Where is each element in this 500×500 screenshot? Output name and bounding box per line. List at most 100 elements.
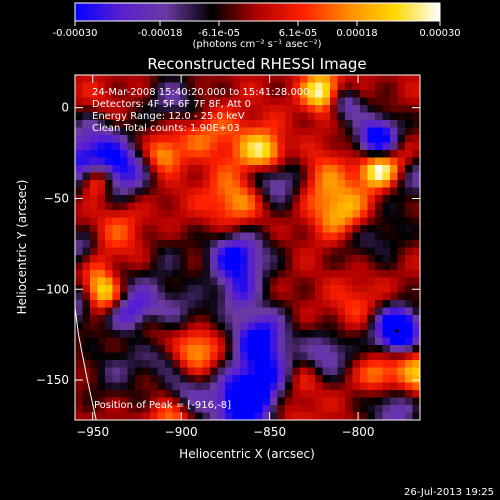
heatmap-cell: [202, 240, 211, 249]
heatmap-cell: [75, 247, 84, 256]
heatmap-cell: [247, 232, 256, 241]
heatmap-cell: [352, 300, 361, 309]
heatmap-cell: [240, 90, 249, 99]
heatmap-cell: [270, 120, 279, 129]
heatmap-cell: [112, 232, 121, 241]
heatmap-cell: [360, 120, 369, 129]
heatmap-cell: [217, 337, 226, 346]
heatmap-cell: [195, 225, 204, 234]
heatmap-cell: [232, 180, 241, 189]
heatmap-cell: [292, 210, 301, 219]
heatmap-cell: [172, 345, 181, 354]
heatmap-cell: [120, 390, 129, 399]
heatmap-cell: [360, 202, 369, 211]
colorbar-unit-label: (photons cm⁻² s⁻¹ asec⁻²): [192, 39, 321, 50]
heatmap-cell: [300, 180, 309, 189]
heatmap-cell: [262, 375, 271, 384]
heatmap-cell: [75, 277, 84, 286]
heatmap-cell: [202, 202, 211, 211]
heatmap-cell: [195, 240, 204, 249]
heatmap-cell: [285, 240, 294, 249]
heatmap-cell: [172, 307, 181, 316]
heatmap-cell: [240, 142, 249, 151]
heatmap-cell: [135, 322, 144, 331]
heatmap-cell: [210, 390, 219, 399]
heatmap-cell: [232, 270, 241, 279]
heatmap-cell: [232, 345, 241, 354]
heatmap-cell: [97, 337, 106, 346]
heatmap-cell: [285, 375, 294, 384]
heatmap-cell: [285, 217, 294, 226]
x-tick-label: −850: [253, 425, 286, 439]
heatmap-cell: [360, 270, 369, 279]
heatmap-cell: [210, 307, 219, 316]
heatmap-cell: [165, 330, 174, 339]
heatmap-cell: [330, 97, 339, 106]
heatmap-cell: [270, 210, 279, 219]
heatmap-cell: [82, 210, 91, 219]
heatmap-cell: [367, 360, 376, 369]
heatmap-cell: [315, 180, 324, 189]
heatmap-cell: [202, 232, 211, 241]
heatmap-cell: [255, 195, 264, 204]
heatmap-cell: [247, 412, 256, 420]
heatmap-cell: [337, 97, 346, 106]
heatmap-cell: [405, 375, 414, 384]
heatmap-cell: [105, 375, 114, 384]
heatmap-cell: [120, 112, 129, 121]
heatmap-cell: [270, 315, 279, 324]
heatmap-cell: [277, 375, 286, 384]
heatmap-cell: [180, 405, 189, 414]
heatmap-cell: [82, 315, 91, 324]
heatmap-cell: [165, 232, 174, 241]
heatmap-cell: [165, 270, 174, 279]
heatmap-cell: [255, 300, 264, 309]
heatmap-cell: [382, 202, 391, 211]
heatmap-cell: [337, 127, 346, 136]
heatmap-cell: [352, 105, 361, 114]
heatmap-cell: [315, 165, 324, 174]
heatmap-cell: [240, 412, 249, 420]
heatmap-cell: [382, 315, 391, 324]
heatmap-cell: [217, 120, 226, 129]
heatmap-cell: [345, 255, 354, 264]
heatmap-cell: [82, 337, 91, 346]
heatmap-cell: [180, 165, 189, 174]
heatmap-cell: [105, 120, 114, 129]
heatmap-cell: [217, 232, 226, 241]
heatmap-cell: [390, 397, 399, 406]
heatmap-cell: [375, 82, 384, 91]
heatmap-cell: [390, 277, 399, 286]
heatmap-cell: [225, 262, 234, 271]
heatmap-cell: [367, 262, 376, 271]
heatmap-cell: [90, 135, 99, 144]
heatmap-cell: [345, 337, 354, 346]
heatmap-cell: [202, 255, 211, 264]
heatmap-cell: [307, 195, 316, 204]
heatmap-cell: [210, 210, 219, 219]
heatmap-cell: [120, 240, 129, 249]
heatmap-cell: [105, 337, 114, 346]
heatmap-cell: [187, 382, 196, 391]
heatmap-cell: [360, 142, 369, 151]
heatmap-cell: [112, 187, 121, 196]
heatmap-cell: [165, 150, 174, 159]
heatmap-cell: [247, 150, 256, 159]
heatmap-cell: [127, 187, 136, 196]
heatmap-cell: [142, 82, 151, 91]
heatmap-cell: [105, 352, 114, 361]
heatmap-cell: [172, 75, 181, 84]
heatmap-cell: [135, 277, 144, 286]
heatmap-cell: [240, 382, 249, 391]
heatmap-cell: [247, 375, 256, 384]
heatmap-cell: [127, 232, 136, 241]
heatmap-cell: [240, 247, 249, 256]
heatmap-cell: [390, 82, 399, 91]
heatmap-cell: [187, 277, 196, 286]
heatmap-cell: [157, 157, 166, 166]
heatmap-cell: [412, 105, 420, 114]
heatmap-cell: [405, 165, 414, 174]
heatmap-cell: [210, 397, 219, 406]
heatmap-cell: [337, 187, 346, 196]
heatmap-cell: [187, 390, 196, 399]
